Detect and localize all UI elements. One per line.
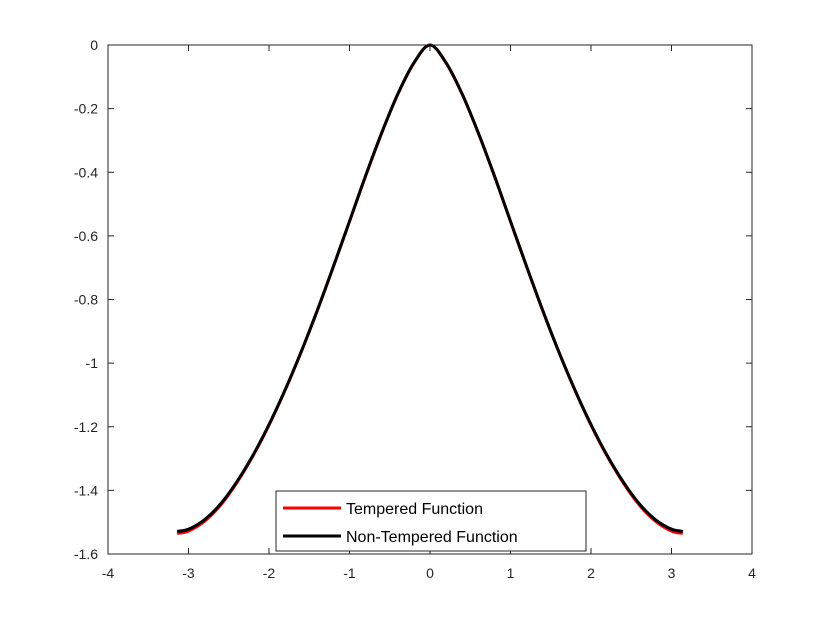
y-tick-label: 0 — [90, 37, 98, 53]
x-axis: -4 -3 -2 -1 0 1 2 3 4 — [102, 45, 756, 581]
x-tick-label: 1 — [507, 565, 515, 581]
x-tick-label: 2 — [587, 565, 595, 581]
legend-box — [275, 490, 587, 552]
y-tick-label: -0.8 — [74, 292, 98, 308]
x-tick-label: -3 — [182, 565, 195, 581]
y-tick-label: -0.4 — [74, 164, 98, 180]
plot-frame — [107, 44, 753, 555]
y-tick-label: -0.2 — [74, 101, 98, 117]
y-tick-label: -1 — [86, 355, 99, 371]
legend: Tempered Function Non-Tempered Function — [275, 490, 587, 552]
x-tick-label: 3 — [668, 565, 676, 581]
y-tick-label: -1.4 — [74, 482, 98, 498]
x-tick-label: -4 — [102, 565, 115, 581]
legend-label-tempered: Tempered Function — [346, 501, 483, 518]
y-tick-label: -0.6 — [74, 228, 98, 244]
x-tick-label: -2 — [263, 565, 276, 581]
legend-label-non-tempered: Non-Tempered Function — [346, 529, 518, 546]
y-tick-label: -1.6 — [74, 546, 98, 562]
x-tick-label: 4 — [748, 565, 756, 581]
x-tick-label: 0 — [426, 565, 434, 581]
y-tick-label: -1.2 — [74, 419, 98, 435]
x-tick-label: -1 — [343, 565, 356, 581]
plot-area — [108, 45, 752, 554]
y-axis: 0 -0.2 -0.4 -0.6 -0.8 -1 -1.2 -1.4 -1.6 — [74, 37, 752, 562]
